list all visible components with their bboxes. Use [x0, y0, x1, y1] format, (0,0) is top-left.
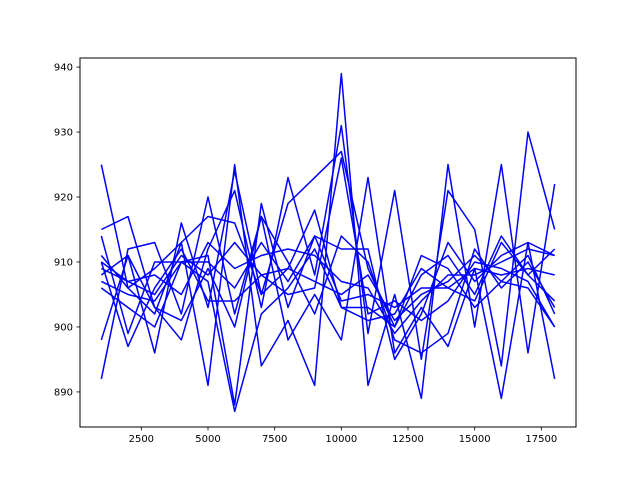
series-line-7	[100, 215, 556, 354]
y-tick-label: 920	[54, 193, 73, 204]
y-tick-label: 940	[54, 63, 73, 74]
series-line-4	[100, 150, 556, 354]
x-axis: 2500 5000 7500 10000 12500 15000 17500	[129, 427, 557, 445]
x-tick-label: 5000	[195, 434, 220, 445]
series-line-9	[100, 241, 556, 413]
y-tick-label: 890	[54, 387, 73, 398]
series-line-8	[100, 157, 556, 348]
series-layer	[100, 72, 556, 413]
x-tick-label: 10000	[325, 434, 357, 445]
plot-frame	[79, 57, 577, 428]
y-axis: 890 900 910 920 930 940	[54, 63, 80, 398]
y-tick-label: 930	[54, 128, 73, 139]
x-tick-label: 2500	[129, 434, 154, 445]
x-tick-label: 17500	[525, 434, 557, 445]
x-tick-label: 7500	[262, 434, 287, 445]
x-tick-label: 15000	[459, 434, 491, 445]
series-line-2	[101, 124, 556, 367]
x-tick-label: 12500	[392, 434, 424, 445]
series-line-12	[100, 241, 556, 322]
series-line-11	[101, 235, 555, 309]
series-line-5	[100, 209, 556, 328]
y-tick-label: 900	[54, 322, 73, 333]
y-tick-label: 910	[54, 257, 73, 268]
